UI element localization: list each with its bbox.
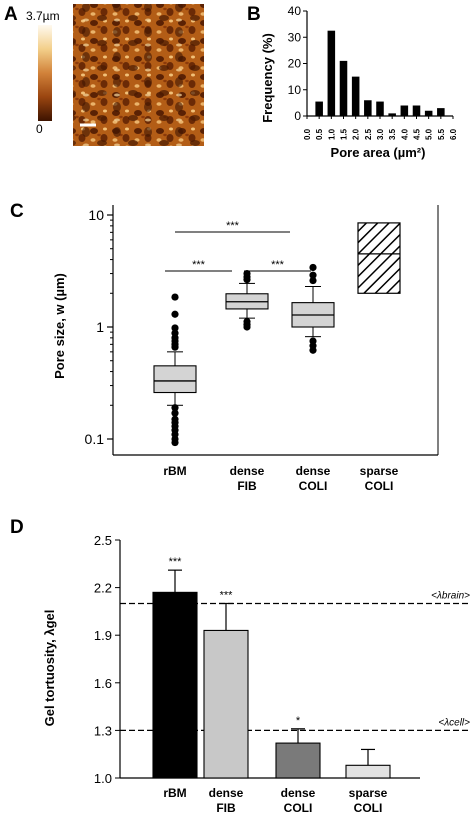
b-ytick-label: 10 [288,83,302,97]
d-category-label: rBM [163,786,186,800]
b-xtick-label: 0.0 [303,128,312,140]
c-outlier [309,263,317,272]
b-xlabel: Pore area (µm²) [331,145,426,160]
b-ytick-label: 0 [294,109,301,123]
d-reference-label: <λbrain> [431,590,470,601]
b-bar [388,113,396,116]
c-outlier [171,324,179,332]
b-bar [437,108,445,116]
d-reference-label: <λcell> [438,717,470,728]
d-ytick-label: 1.6 [94,676,112,691]
b-xtick-label: 5.0 [425,128,434,140]
d-ylabel: Gel tortuosity, λgel [42,610,57,727]
c-category-label: dense [230,464,265,478]
panel-label-d: D [10,517,24,538]
c-outlier [243,323,251,331]
b-ytick-label: 30 [288,30,302,44]
d-significance-label: * [296,715,301,727]
c-ytick-label: 10 [88,207,104,223]
c-outlier [309,271,317,279]
c-outlier [171,438,179,447]
d-ytick-label: 2.2 [94,581,112,596]
c-outlier [171,293,179,301]
d-category-label: dense [209,786,244,800]
b-bar [412,105,421,116]
d-bar [203,629,249,779]
c-outlier [243,275,251,284]
b-bar [400,105,409,116]
b-xtick-label: 3.0 [376,128,385,140]
d-category-label: sparse [349,786,388,800]
d-ytick-label: 2.5 [94,533,112,548]
c-outlier [171,343,179,351]
d-category-label: COLI [284,801,313,815]
b-bar [327,30,336,116]
b-bar [351,76,360,116]
c-box [153,365,197,394]
c-sig-rbm-fib-label: *** [192,259,206,271]
c-category-label: COLI [299,479,328,493]
c-sig-fib-coli-label: *** [271,259,285,271]
b-xtick-label: 4.0 [400,128,409,140]
c-outlier [309,276,317,285]
b-bar [424,110,433,116]
height-colorbar [38,25,52,121]
c-category-label: dense [296,464,331,478]
d-category-label: dense [281,786,316,800]
afm-image [73,4,204,146]
d-bar [345,764,391,779]
b-ylabel: Frequency (%) [260,33,275,123]
b-ytick-label: 20 [288,57,302,71]
d-category-label: FIB [216,801,236,815]
colorbar-max-label: 3.7µm [26,9,60,23]
b-xtick-label: 2.5 [364,128,373,140]
d-ytick-label: 1.0 [94,771,112,786]
d-ytick-label: 1.3 [94,723,112,738]
b-xtick-label: 0.5 [315,128,324,140]
b-xtick-label: 6.0 [449,128,458,140]
b-bar [364,100,372,116]
c-category-label: sparse [360,464,399,478]
b-xtick-label: 2.0 [352,128,361,140]
b-xtick-label: 4.5 [413,128,422,140]
b-bar [315,101,323,116]
b-ytick-label: 40 [288,4,302,18]
c-category-label: COLI [365,479,394,493]
c-outlier [171,409,179,417]
panel-label-b: B [247,4,261,25]
c-ytick-label: 0.1 [85,431,105,447]
d-significance-label: *** [220,589,234,601]
b-xtick-label: 5.5 [437,128,446,140]
c-sig-rbm-coli-label: *** [226,220,240,232]
d-ytick-label: 1.9 [94,628,112,643]
panel-label-c: C [10,201,24,222]
c-ylabel: Pore size, w (µm) [52,273,67,379]
c-category-label: rBM [163,464,186,478]
b-xtick-label: 1.0 [327,128,336,140]
b-bar [376,101,384,116]
colorbar-min-label: 0 [36,122,43,136]
panel-label-a: A [4,4,18,25]
d-bar [275,742,321,779]
c-outlier [171,310,179,318]
c-category-label: FIB [237,479,257,493]
d-category-label: COLI [354,801,383,815]
b-xtick-label: 1.5 [340,128,349,140]
b-xtick-label: 3.5 [388,128,397,140]
b-bar [339,60,348,116]
barchart-tortuosity: 1.0 1.3 1.6 1.9 2.2 2.5 <λbrain> <λcell> *** rBM *… [94,533,470,815]
c-ytick-label: 1 [96,319,104,335]
d-bar [152,591,198,779]
c-outlier [309,346,317,354]
d-significance-label: *** [169,556,183,568]
c-outlier [171,404,179,412]
c-range-box [357,222,401,294]
